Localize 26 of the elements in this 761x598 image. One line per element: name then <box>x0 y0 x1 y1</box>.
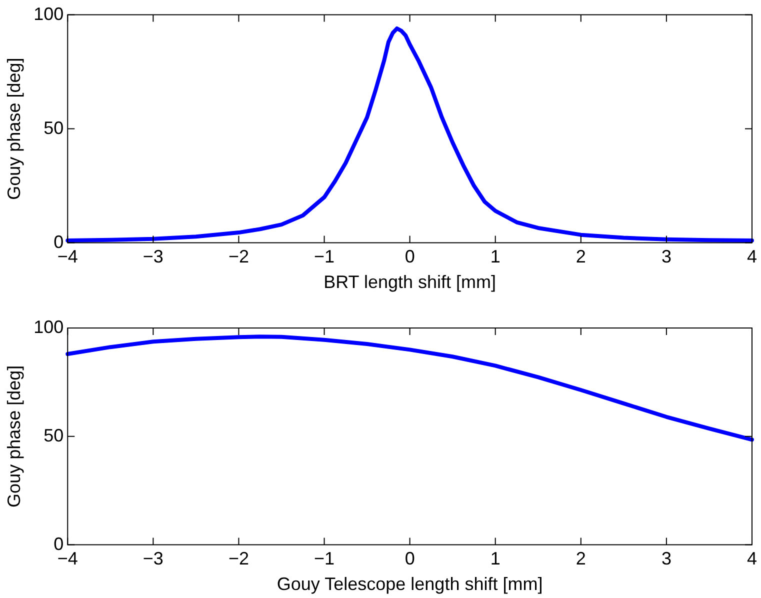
x-tick-label: −3 <box>142 548 164 569</box>
y-tick-label: 50 <box>44 425 64 446</box>
x-tick-label: 3 <box>661 548 672 569</box>
x-tick-label: 4 <box>746 246 757 267</box>
y-tick-label: 100 <box>34 4 64 24</box>
x-tick-label: 0 <box>404 246 415 267</box>
x-tick-label: 4 <box>746 548 757 569</box>
x-tick-label: −1 <box>314 246 335 267</box>
x-tick-label: 1 <box>490 246 500 267</box>
x-tick-label: 3 <box>661 246 672 267</box>
x-tick-label: −2 <box>228 246 249 267</box>
y-tick-label: 50 <box>44 118 64 138</box>
x-tick-label: 1 <box>490 548 500 569</box>
y-tick-label: 0 <box>54 534 64 554</box>
x-tick-label: 2 <box>576 246 586 267</box>
y-tick-label: 100 <box>34 316 64 337</box>
x-axis-title: Gouy Telescope length shift [mm] <box>276 574 543 594</box>
x-tick-label: −3 <box>142 246 164 267</box>
y-axis-title: Gouy phase [deg] <box>4 365 24 508</box>
y-axis-title: Gouy phase [deg] <box>4 58 24 200</box>
x-tick-label: −2 <box>228 548 249 569</box>
x-tick-label: −1 <box>314 548 335 569</box>
x-tick-label: 2 <box>576 548 586 569</box>
y-tick-label: 0 <box>54 232 64 252</box>
x-axis-title: BRT length shift [mm] <box>324 272 496 292</box>
x-tick-label: 0 <box>404 548 415 569</box>
